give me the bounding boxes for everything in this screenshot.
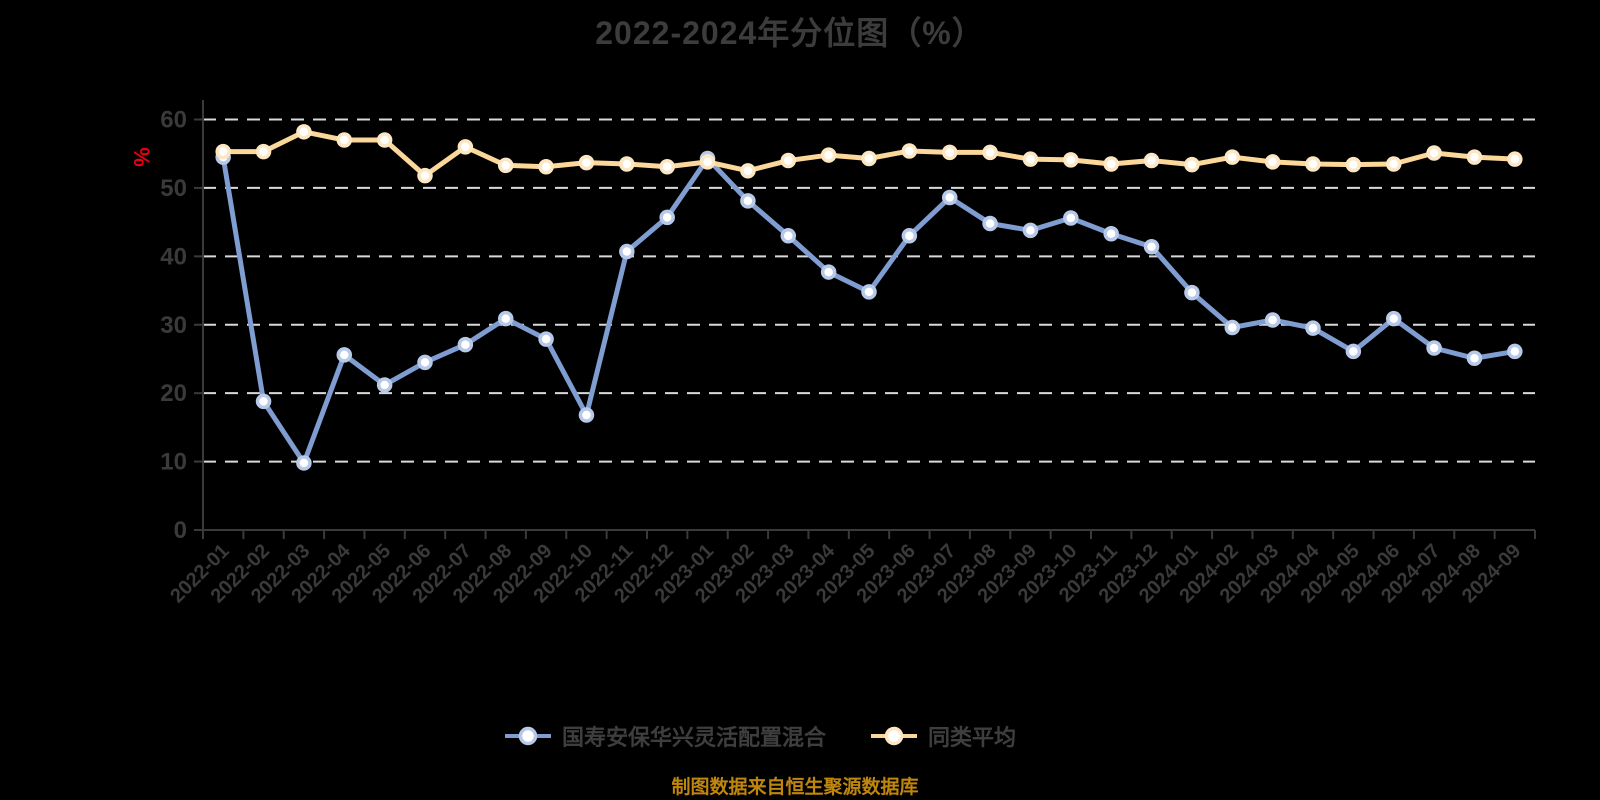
x-axis-ticks <box>202 530 1536 539</box>
data-point <box>1184 284 1200 301</box>
y-tick-label: 30 <box>160 312 187 339</box>
y-tick-label: 50 <box>160 175 187 202</box>
data-source-annotation: 制图数据来自恒生聚源数据库 <box>671 777 919 798</box>
data-point <box>215 143 231 160</box>
data-point <box>1063 152 1079 168</box>
data-point <box>659 158 675 175</box>
data-point <box>1345 343 1362 360</box>
legend-marker-icon <box>504 726 551 746</box>
legend-item-1[interactable]: 同类平均 <box>870 720 1016 752</box>
data-point <box>659 209 675 226</box>
data-point <box>1264 312 1281 328</box>
data-point <box>1264 154 1281 170</box>
data-point <box>538 158 554 175</box>
y-tick-label: 20 <box>160 380 187 407</box>
data-point <box>1184 156 1200 173</box>
data-point <box>417 354 433 371</box>
data-point <box>296 455 312 471</box>
data-point <box>457 139 474 155</box>
y-tick-label: 60 <box>160 107 187 134</box>
data-point <box>820 147 837 163</box>
data-point <box>1224 149 1241 165</box>
series-1 <box>215 124 1523 184</box>
data-point <box>1305 156 1321 172</box>
data-point <box>417 167 433 184</box>
data-point <box>336 132 353 148</box>
series-0 <box>215 149 1523 471</box>
data-point <box>1385 310 1402 327</box>
legend-item-0[interactable]: 国寿安保华兴灵活配置混合 <box>504 720 826 752</box>
data-point <box>941 144 958 161</box>
data-point <box>901 143 918 159</box>
data-point <box>457 336 474 353</box>
data-point <box>1224 319 1241 336</box>
data-point <box>619 243 635 260</box>
data-point <box>1022 222 1039 239</box>
data-point <box>255 143 272 160</box>
y-tick-label: 40 <box>160 243 187 270</box>
data-point <box>336 347 353 363</box>
data-point <box>497 310 514 327</box>
data-point <box>578 407 595 423</box>
y-tick-label: 0 <box>174 517 187 544</box>
data-point <box>982 144 998 161</box>
axes <box>202 100 1535 531</box>
data-point <box>255 393 272 410</box>
gridlines <box>203 118 1535 463</box>
data-point <box>1507 151 1523 167</box>
data-point <box>699 154 716 170</box>
legend-label-1: 同类平均 <box>928 725 1017 750</box>
legend-label-0: 国寿安保华兴灵活配置混合 <box>561 725 826 750</box>
data-point <box>1507 343 1523 360</box>
data-point <box>820 264 837 280</box>
data-point <box>1063 210 1079 226</box>
data-point <box>982 215 998 232</box>
data-point <box>1103 156 1119 172</box>
data-point <box>578 154 595 171</box>
data-point <box>1143 239 1160 255</box>
data-point <box>861 284 877 300</box>
y-axis-unit-label: % <box>129 147 154 167</box>
chart-title: 2022-2024年分位图（%） <box>595 15 985 51</box>
data-point <box>740 163 756 179</box>
data-point <box>1345 156 1362 173</box>
data-point <box>1305 320 1321 336</box>
data-point <box>497 157 514 174</box>
chart-legend: 国寿安保华兴灵活配置混合 同类平均 <box>0 720 1520 752</box>
data-point <box>1426 145 1442 161</box>
data-point <box>376 132 393 148</box>
data-point <box>1022 151 1039 167</box>
data-point <box>901 228 918 244</box>
data-point <box>1466 350 1483 367</box>
data-point <box>740 193 756 209</box>
data-point <box>619 156 635 172</box>
legend-marker-icon <box>871 726 917 746</box>
y-tick-label: 10 <box>160 449 187 476</box>
data-point <box>1426 340 1442 356</box>
data-point <box>1466 149 1483 165</box>
data-point <box>941 189 958 206</box>
data-point <box>296 124 312 140</box>
data-point <box>1103 226 1119 242</box>
series-line-0 <box>220 154 1518 466</box>
data-point <box>1385 156 1402 172</box>
x-axis-labels: 2022-012022-022022-032022-042022-052022-… <box>166 539 1525 607</box>
data-point <box>780 152 797 169</box>
data-point <box>861 150 877 167</box>
y-axis-labels: 0 10 20 30 40 50 60 <box>160 107 203 544</box>
data-point <box>780 228 797 244</box>
data-point <box>538 331 554 347</box>
data-point <box>1143 152 1160 169</box>
data-point <box>376 377 393 393</box>
